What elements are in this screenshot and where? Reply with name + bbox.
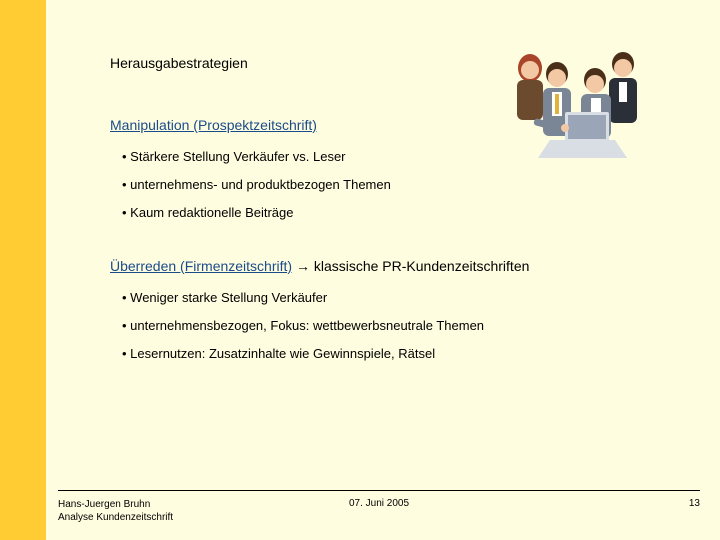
section1-heading: Manipulation (Prospektzeitschrift): [110, 117, 670, 133]
section2-heading-underlined: Überreden (Firmenzeitschrift): [110, 258, 292, 274]
bullet-item: Lesernutzen: Zusatzinhalte wie Gewinnspi…: [122, 340, 670, 368]
footer-date: 07. Juni 2005: [349, 498, 409, 509]
section1-bullets: Stärkere Stellung Verkäufer vs. Leser un…: [122, 143, 670, 228]
footer-page-number: 13: [689, 498, 700, 509]
section2-bullets: Weniger starke Stellung Verkäufer untern…: [122, 284, 670, 369]
section2-heading-rest: → klassische PR-Kundenzeitschriften: [292, 258, 529, 274]
slide: Herausgabestrategien Manipulation (Prosp…: [0, 0, 720, 540]
bullet-item: unternehmens- und produktbezogen Themen: [122, 171, 670, 199]
bullet-item: unternehmensbezogen, Fokus: wettbewerbsn…: [122, 312, 670, 340]
slide-title: Herausgabestrategien: [110, 55, 670, 71]
bullet-item: Weniger starke Stellung Verkäufer: [122, 284, 670, 312]
footer-author: Hans-Juergen Bruhn Analyse Kundenzeitsch…: [58, 498, 173, 524]
footer-rule: [58, 490, 700, 491]
footer-author-line1: Hans-Juergen Bruhn: [58, 499, 150, 510]
section2-heading: Überreden (Firmenzeitschrift) → klassisc…: [110, 258, 670, 274]
bullet-item: Kaum redaktionelle Beiträge: [122, 199, 670, 227]
content-area: Herausgabestrategien Manipulation (Prosp…: [110, 55, 670, 398]
accent-stripe: [0, 0, 46, 540]
bullet-item: Stärkere Stellung Verkäufer vs. Leser: [122, 143, 670, 171]
footer-author-line2: Analyse Kundenzeitschrift: [58, 512, 173, 523]
